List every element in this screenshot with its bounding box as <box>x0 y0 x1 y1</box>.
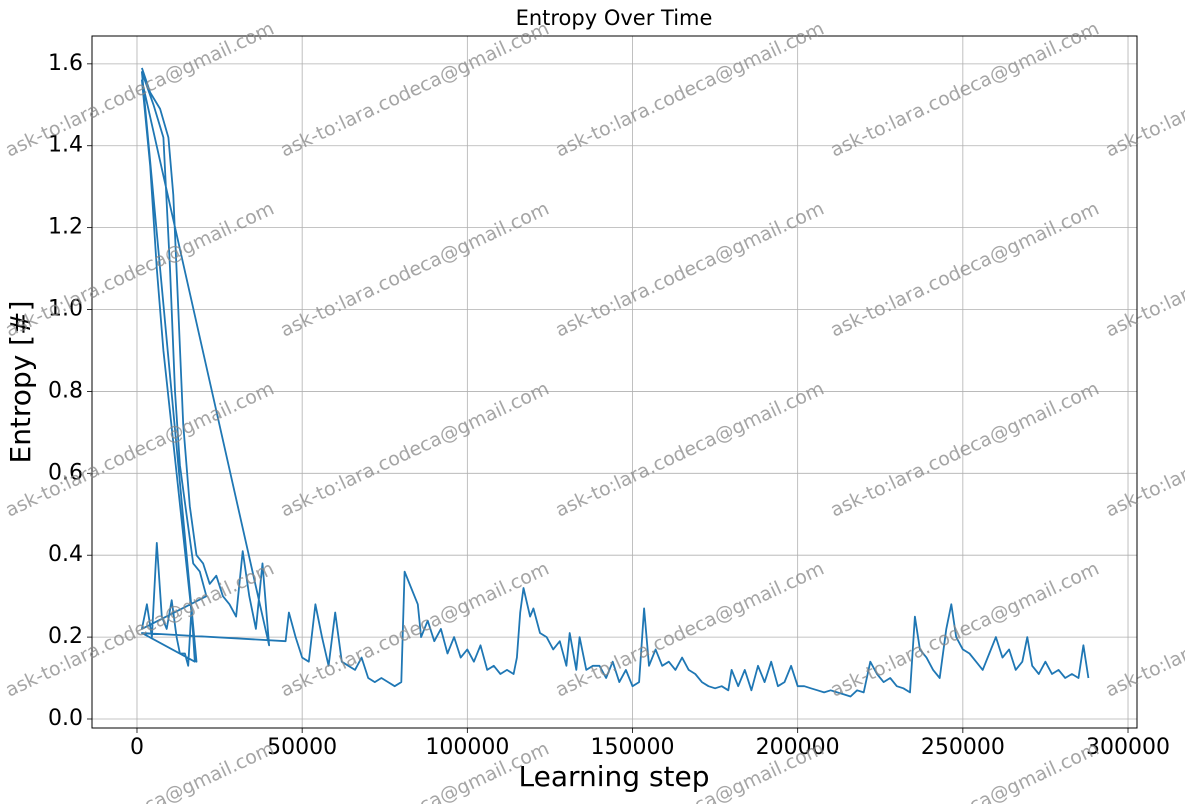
y-tick-label: 1.6 <box>48 51 83 76</box>
chart-title: Entropy Over Time <box>516 6 713 30</box>
y-tick-label: 0.4 <box>48 542 83 567</box>
watermark: ask-to:lara.codeca@gmail.com <box>827 18 1102 162</box>
x-tick-label: 50000 <box>267 735 337 760</box>
x-tick-label: 250000 <box>921 735 1005 760</box>
watermark: ask-to:lara.codeca@gmail.com <box>277 18 552 162</box>
watermark: ask-to:lara.codeca@gmail.com <box>1102 378 1185 522</box>
x-tick-label: 100000 <box>425 735 509 760</box>
y-axis-label: Entropy [#] <box>4 301 37 464</box>
plot-frame <box>91 35 1138 729</box>
watermark: ask-to:lara.codeca@gmail.com <box>1102 18 1185 162</box>
x-tick-label: 200000 <box>756 735 840 760</box>
x-tick-label: 150000 <box>591 735 675 760</box>
y-tick-label: 1.0 <box>48 297 83 322</box>
watermark: ask-to:lara.codeca@gmail.com <box>552 18 827 162</box>
watermark: ask-to:lara.codeca@gmail.com <box>552 378 827 522</box>
x-tick-label: 300000 <box>1086 735 1170 760</box>
watermark: ask-to:lara.codeca@gmail.com <box>277 198 552 342</box>
y-tick-label: 0.8 <box>48 378 83 403</box>
x-axis-label: Learning step <box>518 760 709 793</box>
data-line <box>141 67 1090 698</box>
watermark: ask-to:lara.codeca@gmail.com <box>277 558 552 702</box>
watermark: ask-to:lara.codeca@gmail.com <box>2 18 277 162</box>
y-tick-label: 0.6 <box>48 460 83 485</box>
y-tick-label: 0.0 <box>48 706 83 731</box>
y-tick-label: 1.2 <box>48 215 83 240</box>
watermark: ask-to:lara.codeca@gmail.com <box>2 558 277 702</box>
y-tick-label: 0.2 <box>48 624 83 649</box>
watermark: ask-to:lara.codeca@gmail.com <box>1102 558 1185 702</box>
watermark: ask-to:lara.codeca@gmail.com <box>277 378 552 522</box>
watermark: ask-to:lara.codeca@gmail.com <box>2 198 277 342</box>
watermark: ask-to:lara.codeca@gmail.com <box>1102 198 1185 342</box>
watermark: ask-to:lara.codeca@gmail.com <box>827 198 1102 342</box>
watermark: ask-to:lara.codeca@gmail.com <box>827 378 1102 522</box>
x-tick-label: 0 <box>130 735 144 760</box>
watermark: ask-to:lara.codeca@gmail.com <box>552 198 827 342</box>
y-tick-label: 1.4 <box>48 133 83 158</box>
watermark: ask-to:lara.codeca@gmail.com <box>827 558 1102 702</box>
